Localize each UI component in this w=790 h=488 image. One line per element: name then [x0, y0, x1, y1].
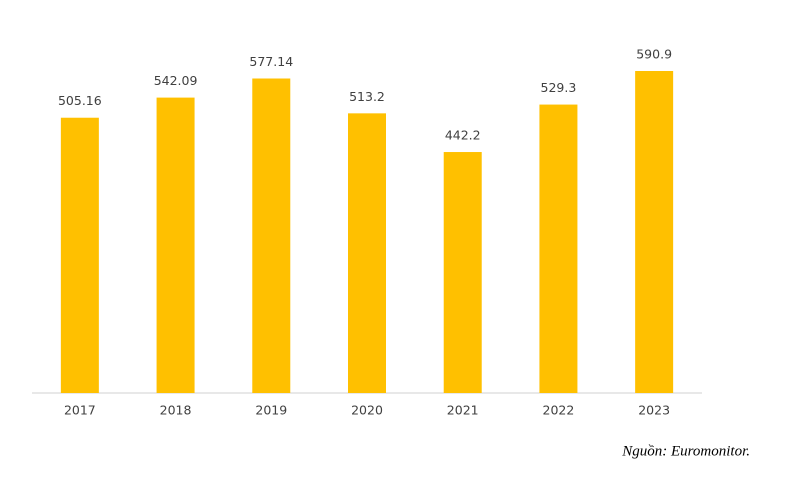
bar: [252, 78, 291, 393]
bar: [635, 71, 674, 393]
value-label: 590.9: [636, 47, 672, 62]
bar: [539, 104, 578, 393]
x-tick-label: 2021: [447, 403, 479, 418]
bar: [443, 152, 482, 393]
value-label: 513.2: [349, 89, 385, 104]
value-label: 529.3: [541, 80, 577, 95]
x-tick-label: 2022: [543, 403, 575, 418]
value-label: 505.16: [58, 93, 102, 108]
x-tick-label: 2023: [638, 403, 670, 418]
source-note: Nguồn: Euromonitor.: [621, 443, 750, 459]
value-label: 577.14: [249, 54, 293, 69]
bar: [60, 117, 99, 394]
x-tick-label: 2019: [255, 403, 287, 418]
value-label: 442.2: [445, 128, 481, 143]
bar: [156, 97, 195, 393]
x-tick-label: 2018: [160, 403, 192, 418]
bar: [348, 113, 386, 393]
x-tick-label: 2017: [64, 403, 96, 418]
value-label: 542.09: [154, 73, 198, 88]
x-tick-label: 2020: [351, 403, 383, 418]
